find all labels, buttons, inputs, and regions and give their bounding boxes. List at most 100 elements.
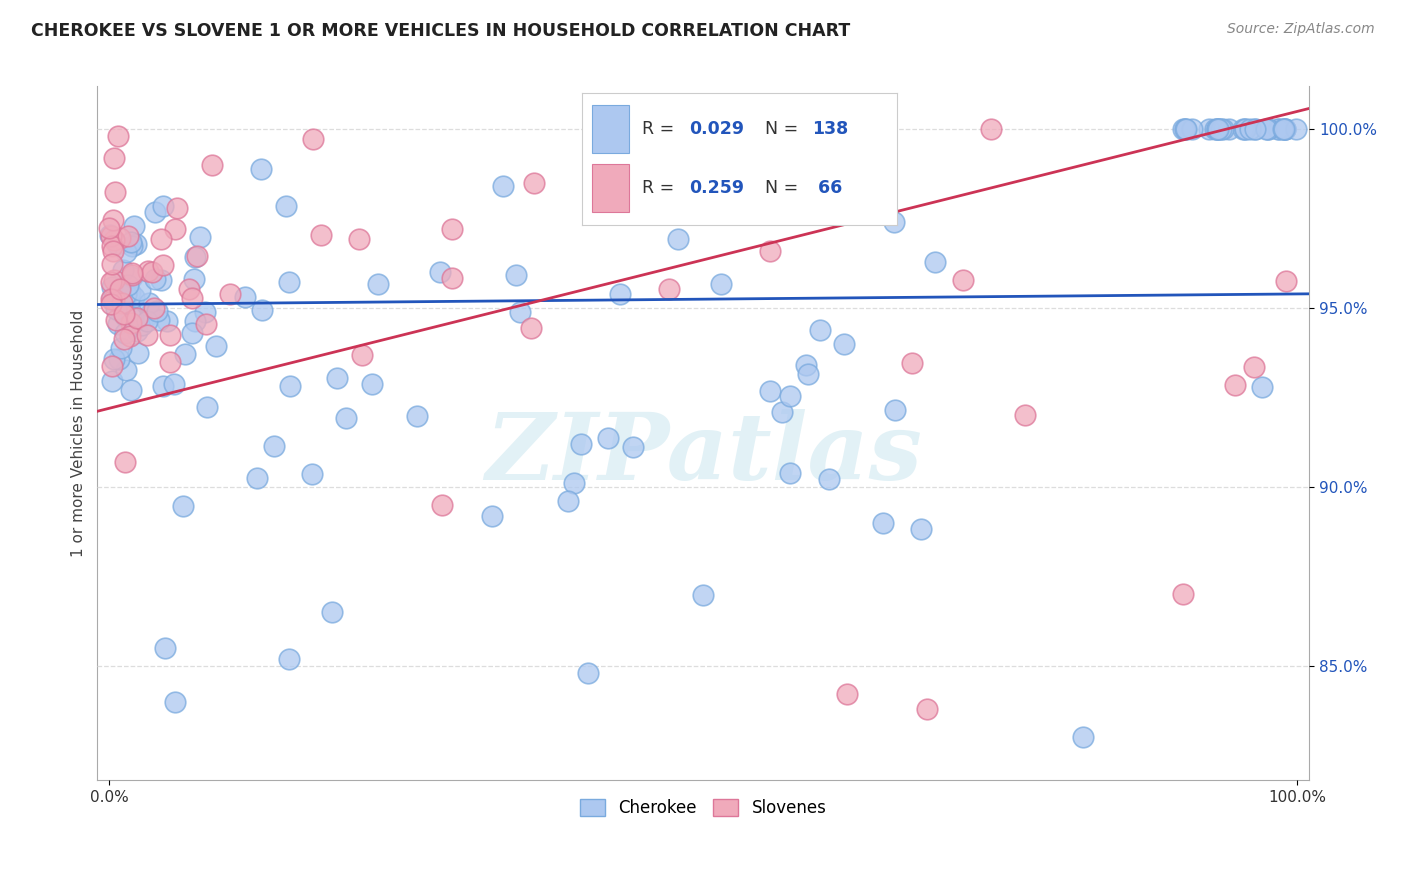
Point [128, 283, 150, 297]
Point [796, 358, 818, 372]
Point [441, 271, 464, 285]
Point [114, 326, 136, 341]
Point [924, 255, 946, 269]
Text: Source: ZipAtlas.com: Source: ZipAtlas.com [1227, 22, 1375, 37]
Point [1208, 122, 1230, 136]
Point [101, 257, 124, 271]
Point [103, 351, 125, 366]
Point [184, 250, 207, 264]
Point [103, 233, 125, 247]
Point [105, 312, 128, 326]
Point [1272, 122, 1295, 136]
Point [1274, 122, 1296, 136]
Point [278, 379, 301, 393]
Point [1271, 122, 1294, 136]
Point [1198, 122, 1220, 136]
Point [278, 651, 301, 665]
Point [100, 293, 122, 307]
Point [120, 383, 142, 397]
Point [136, 314, 159, 328]
Point [710, 277, 733, 291]
Point [751, 122, 773, 136]
Point [121, 268, 143, 283]
Point [326, 371, 349, 385]
Point [779, 467, 801, 481]
Point [1171, 587, 1194, 601]
Point [658, 282, 681, 296]
Point [1232, 122, 1254, 136]
Point [505, 268, 527, 283]
Point [100, 297, 122, 311]
Point [1268, 122, 1291, 136]
Point [121, 269, 143, 284]
Point [180, 326, 202, 341]
Point [98, 220, 121, 235]
Point [127, 346, 149, 360]
Point [143, 272, 166, 286]
Point [111, 295, 134, 310]
Point [115, 362, 138, 376]
Point [277, 275, 299, 289]
Point [1254, 122, 1277, 136]
Point [122, 290, 145, 304]
Point [360, 377, 382, 392]
Point [901, 356, 924, 370]
Point [1250, 380, 1272, 394]
Point [1171, 122, 1194, 136]
Point [621, 440, 644, 454]
Point [152, 198, 174, 212]
Point [112, 332, 135, 346]
Point [121, 266, 143, 280]
Point [609, 287, 631, 301]
Point [492, 179, 515, 194]
Point [430, 498, 453, 512]
Point [263, 439, 285, 453]
Point [136, 264, 159, 278]
Point [148, 313, 170, 327]
Point [859, 170, 882, 185]
Point [1274, 122, 1296, 136]
Point [122, 310, 145, 325]
Point [1274, 122, 1296, 136]
Point [797, 367, 820, 381]
Point [120, 310, 142, 324]
Point [832, 336, 855, 351]
Point [103, 293, 125, 307]
Point [1239, 122, 1261, 136]
Point [183, 272, 205, 286]
Point [576, 665, 599, 680]
Point [121, 239, 143, 253]
Point [103, 272, 125, 286]
Point [152, 259, 174, 273]
Point [520, 321, 543, 335]
Point [1181, 122, 1204, 136]
Point [952, 273, 974, 287]
Legend: Cherokee, Slovenes: Cherokee, Slovenes [574, 792, 834, 824]
Point [233, 289, 256, 303]
Point [117, 277, 139, 292]
Point [177, 283, 200, 297]
Point [1267, 122, 1289, 136]
Point [1257, 122, 1279, 136]
Point [509, 305, 531, 319]
Point [114, 286, 136, 301]
Point [114, 454, 136, 468]
Point [195, 400, 218, 414]
Point [180, 291, 202, 305]
Point [666, 232, 689, 246]
Point [1174, 122, 1197, 136]
Point [481, 508, 503, 523]
Point [252, 303, 274, 318]
Point [101, 375, 124, 389]
Point [107, 317, 129, 331]
Point [219, 287, 242, 301]
Point [107, 129, 129, 144]
Point [125, 324, 148, 338]
Point [335, 410, 357, 425]
Point [186, 249, 208, 263]
Point [440, 222, 463, 236]
Text: CHEROKEE VS SLOVENE 1 OR MORE VEHICLES IN HOUSEHOLD CORRELATION CHART: CHEROKEE VS SLOVENE 1 OR MORE VEHICLES I… [31, 22, 851, 40]
Point [100, 276, 122, 290]
Point [146, 304, 169, 318]
Point [131, 318, 153, 332]
